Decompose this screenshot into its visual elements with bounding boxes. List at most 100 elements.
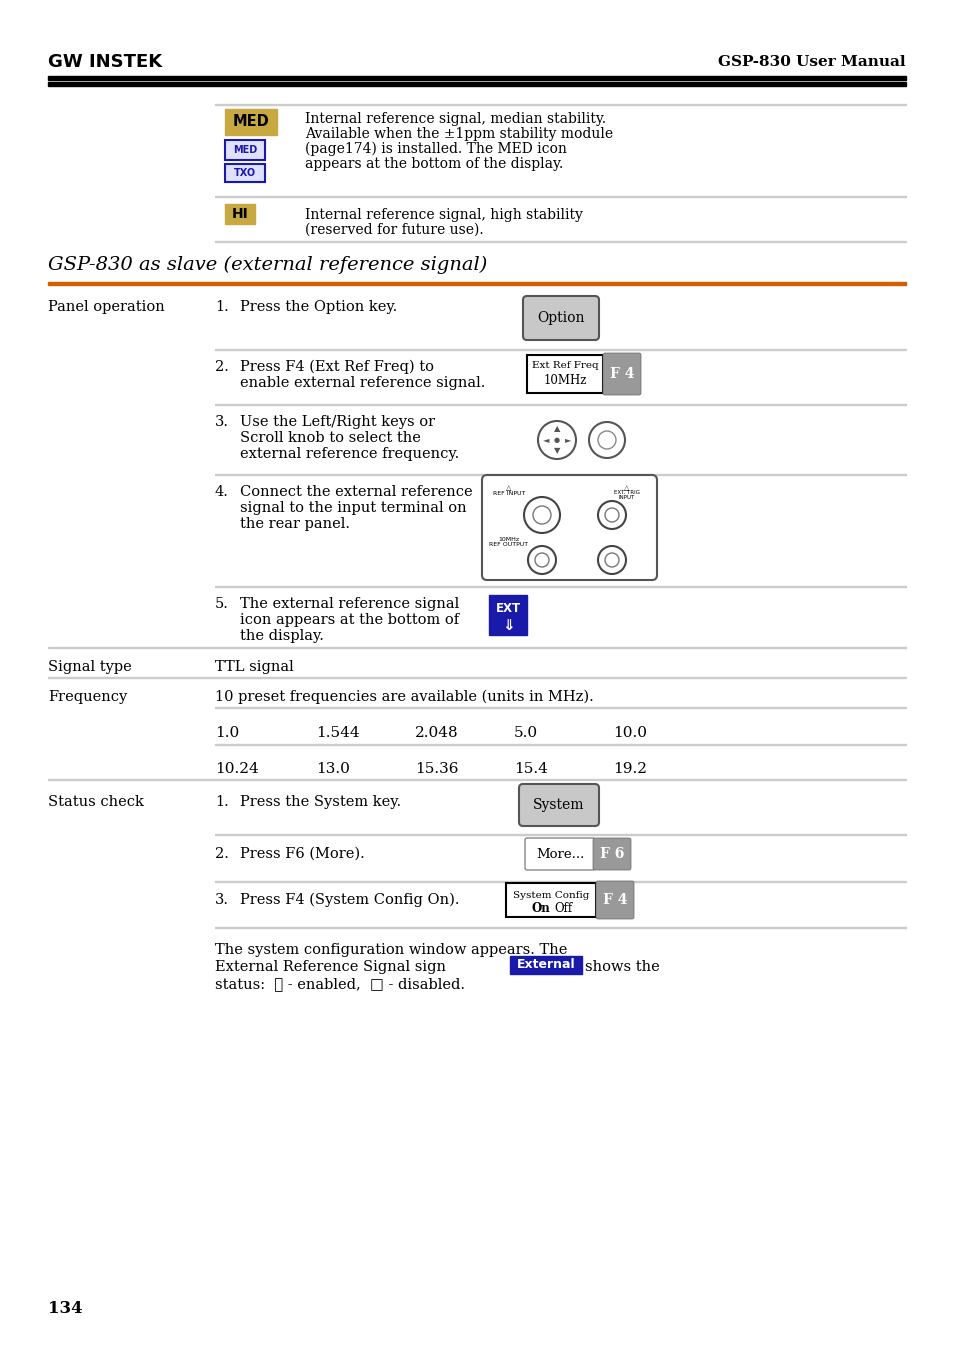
Text: 1.0: 1.0	[214, 726, 239, 740]
Text: (reserved for future use).: (reserved for future use).	[305, 223, 483, 238]
FancyBboxPatch shape	[481, 475, 657, 580]
Text: Press the Option key.: Press the Option key.	[240, 300, 396, 315]
Text: HI: HI	[232, 207, 248, 221]
FancyBboxPatch shape	[522, 296, 598, 340]
Text: External: External	[517, 958, 575, 972]
Text: The system configuration window appears. The: The system configuration window appears.…	[214, 944, 567, 957]
Text: TXO: TXO	[233, 167, 255, 178]
FancyBboxPatch shape	[524, 838, 595, 869]
Text: appears at the bottom of the display.: appears at the bottom of the display.	[305, 157, 562, 171]
Text: Signal type: Signal type	[48, 660, 132, 674]
Text: 13.0: 13.0	[315, 761, 350, 776]
Text: EXT. TRIG
INPUT: EXT. TRIG INPUT	[614, 490, 639, 501]
Text: the display.: the display.	[240, 629, 323, 643]
Text: Press the System key.: Press the System key.	[240, 795, 400, 809]
Text: 134: 134	[48, 1300, 83, 1318]
Bar	[526, 355, 602, 393]
Text: signal to the input terminal on: signal to the input terminal on	[240, 501, 466, 514]
Text: MED: MED	[233, 115, 269, 130]
Text: Use the Left/Right keys or: Use the Left/Right keys or	[240, 414, 435, 429]
Text: 2.048: 2.048	[415, 726, 458, 740]
Text: 2.: 2.	[214, 360, 229, 374]
Text: Status check: Status check	[48, 795, 144, 809]
Text: 15.4: 15.4	[514, 761, 547, 776]
Bar	[489, 595, 526, 634]
Bar	[48, 82, 905, 86]
Text: 10.24: 10.24	[214, 761, 258, 776]
Text: REF INPUT: REF INPUT	[493, 491, 525, 497]
Text: System: System	[533, 798, 584, 811]
Text: The external reference signal: The external reference signal	[240, 597, 458, 612]
Bar	[48, 282, 905, 285]
Text: ◄: ◄	[542, 436, 549, 444]
Text: external reference frequency.: external reference frequency.	[240, 447, 458, 460]
Text: 5.0: 5.0	[514, 726, 537, 740]
Text: GSP-830 as slave (external reference signal): GSP-830 as slave (external reference sig…	[48, 256, 487, 274]
FancyBboxPatch shape	[593, 838, 630, 869]
Text: ▲: ▲	[553, 424, 559, 433]
Text: Option: Option	[537, 310, 584, 325]
Text: enable external reference signal.: enable external reference signal.	[240, 377, 485, 390]
Text: 10MHz: 10MHz	[543, 374, 586, 387]
Text: More...: More...	[536, 848, 583, 860]
Text: ►: ►	[564, 436, 571, 444]
Bar	[225, 140, 265, 161]
Text: 10.0: 10.0	[613, 726, 646, 740]
Text: Off: Off	[554, 903, 572, 915]
Text: △: △	[623, 485, 629, 491]
Bar	[225, 204, 254, 224]
Text: 1.: 1.	[214, 795, 229, 809]
Text: Frequency: Frequency	[48, 690, 127, 703]
Text: TTL signal: TTL signal	[214, 660, 294, 674]
Text: MED: MED	[233, 144, 257, 155]
Text: 19.2: 19.2	[613, 761, 646, 776]
Text: Available when the ±1ppm stability module: Available when the ±1ppm stability modul…	[305, 127, 613, 140]
Text: Internal reference signal, median stability.: Internal reference signal, median stabil…	[305, 112, 605, 126]
Bar	[225, 109, 276, 135]
Text: F 6: F 6	[599, 846, 623, 861]
Text: status:  ☒ - enabled,  □ - disabled.: status: ☒ - enabled, □ - disabled.	[214, 977, 464, 991]
Text: 10 preset frequencies are available (units in MHz).: 10 preset frequencies are available (uni…	[214, 690, 593, 705]
Text: Scroll knob to select the: Scroll knob to select the	[240, 431, 420, 446]
Text: On: On	[531, 903, 550, 915]
Bar	[225, 140, 265, 161]
Text: icon appears at the bottom of: icon appears at the bottom of	[240, 613, 458, 626]
Text: 1.544: 1.544	[315, 726, 359, 740]
Text: System Config: System Config	[513, 891, 589, 899]
Text: ⇓: ⇓	[501, 617, 514, 633]
Text: (page174) is installed. The MED icon: (page174) is installed. The MED icon	[305, 142, 566, 157]
Text: Ext Ref Freq: Ext Ref Freq	[531, 362, 598, 370]
FancyBboxPatch shape	[596, 882, 634, 919]
Text: 3.: 3.	[214, 892, 229, 907]
Text: △: △	[506, 485, 511, 491]
Text: Connect the external reference: Connect the external reference	[240, 485, 472, 500]
Text: 5.: 5.	[214, 597, 229, 612]
Text: Internal reference signal, high stability: Internal reference signal, high stabilit…	[305, 208, 582, 221]
Text: 3.: 3.	[214, 414, 229, 429]
Text: 1.: 1.	[214, 300, 229, 315]
Text: External Reference Signal sign: External Reference Signal sign	[214, 960, 446, 973]
FancyBboxPatch shape	[518, 784, 598, 826]
Text: ▼: ▼	[553, 447, 559, 455]
Text: Press F4 (System Config On).: Press F4 (System Config On).	[240, 892, 459, 907]
Text: 10MHz
REF OUTPUT: 10MHz REF OUTPUT	[489, 536, 528, 547]
Bar	[48, 76, 905, 80]
Bar	[505, 883, 596, 917]
Text: Press F6 (More).: Press F6 (More).	[240, 846, 364, 861]
FancyBboxPatch shape	[602, 352, 640, 396]
Text: ●: ●	[554, 437, 559, 443]
Text: 4.: 4.	[214, 485, 229, 500]
Text: shows the: shows the	[584, 960, 659, 973]
Text: GSP-830 User Manual: GSP-830 User Manual	[718, 55, 905, 69]
Text: GW INSTEK: GW INSTEK	[48, 53, 162, 72]
Bar	[225, 163, 265, 182]
Bar	[225, 163, 265, 182]
Text: 15.36: 15.36	[415, 761, 458, 776]
Text: 2.: 2.	[214, 846, 229, 861]
Text: Press F4 (Ext Ref Freq) to: Press F4 (Ext Ref Freq) to	[240, 360, 434, 374]
Text: Panel operation: Panel operation	[48, 300, 165, 315]
Text: EXT: EXT	[495, 602, 520, 616]
Bar	[510, 956, 581, 973]
Text: the rear panel.: the rear panel.	[240, 517, 350, 531]
Text: F 4: F 4	[602, 892, 626, 907]
